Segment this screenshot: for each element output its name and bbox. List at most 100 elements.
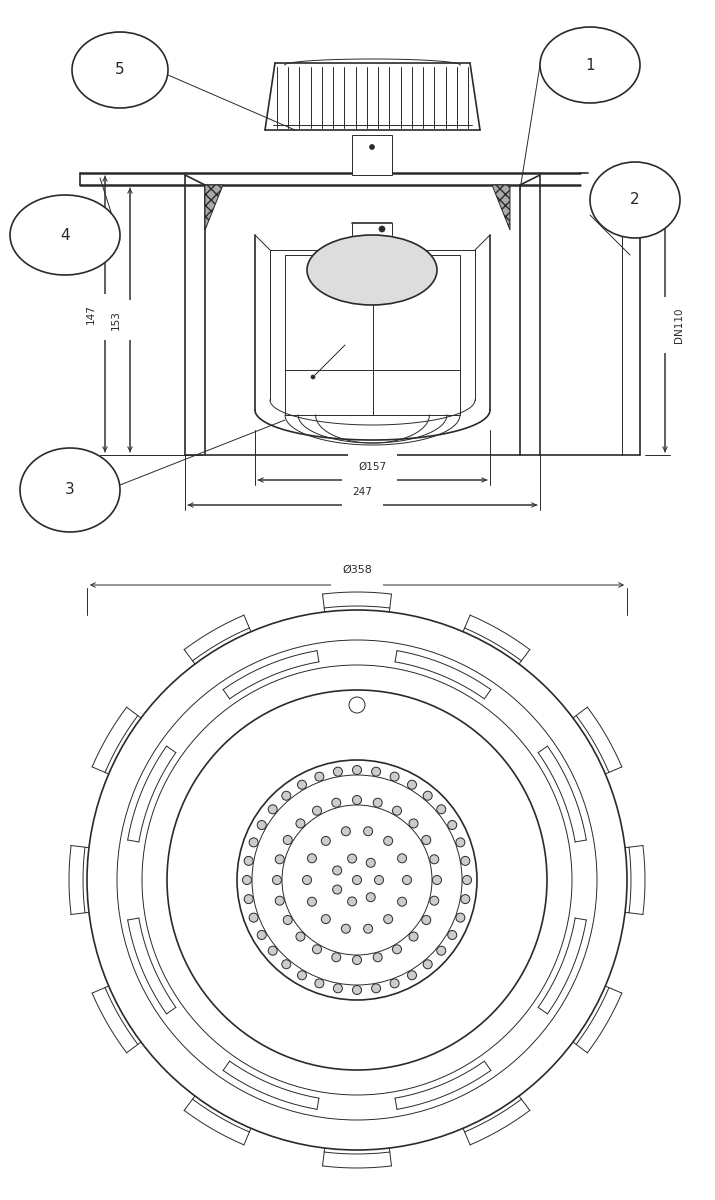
Circle shape xyxy=(311,374,315,379)
Text: 153: 153 xyxy=(111,310,121,330)
Circle shape xyxy=(347,854,357,863)
Circle shape xyxy=(268,947,277,955)
Circle shape xyxy=(437,947,445,955)
Circle shape xyxy=(390,979,399,988)
Bar xyxy=(352,134,392,175)
Circle shape xyxy=(448,930,457,940)
Circle shape xyxy=(430,854,439,864)
Text: Ø157: Ø157 xyxy=(358,462,387,472)
Circle shape xyxy=(409,932,418,941)
Text: 2: 2 xyxy=(630,192,640,208)
Circle shape xyxy=(249,838,258,847)
Circle shape xyxy=(312,806,322,815)
Circle shape xyxy=(332,866,342,875)
Circle shape xyxy=(297,971,307,979)
Circle shape xyxy=(296,932,305,941)
Text: 247: 247 xyxy=(352,487,373,497)
Circle shape xyxy=(461,895,470,904)
Ellipse shape xyxy=(540,26,640,103)
Circle shape xyxy=(296,818,305,828)
Circle shape xyxy=(315,979,324,988)
Circle shape xyxy=(461,857,470,865)
Polygon shape xyxy=(205,185,223,230)
Text: 3: 3 xyxy=(65,482,75,498)
Circle shape xyxy=(341,924,350,934)
Circle shape xyxy=(341,827,350,835)
Circle shape xyxy=(352,796,362,804)
Circle shape xyxy=(375,876,383,884)
Circle shape xyxy=(272,876,282,884)
Circle shape xyxy=(456,913,465,922)
Circle shape xyxy=(372,984,380,992)
Circle shape xyxy=(456,838,465,847)
Circle shape xyxy=(398,898,407,906)
Circle shape xyxy=(244,857,253,865)
Circle shape xyxy=(315,772,324,781)
Ellipse shape xyxy=(20,448,120,532)
Circle shape xyxy=(352,955,362,965)
Circle shape xyxy=(364,827,373,835)
Ellipse shape xyxy=(72,32,168,108)
Circle shape xyxy=(437,805,445,814)
Circle shape xyxy=(409,818,418,828)
Ellipse shape xyxy=(590,162,680,238)
Circle shape xyxy=(423,791,432,800)
Circle shape xyxy=(333,984,342,992)
Circle shape xyxy=(366,858,375,868)
Circle shape xyxy=(403,876,412,884)
Circle shape xyxy=(448,821,457,829)
Circle shape xyxy=(297,780,307,790)
Circle shape xyxy=(379,226,385,232)
Circle shape xyxy=(321,836,330,846)
Circle shape xyxy=(366,893,375,901)
Circle shape xyxy=(275,854,285,864)
Circle shape xyxy=(302,876,312,884)
Polygon shape xyxy=(492,185,510,230)
Circle shape xyxy=(433,876,441,884)
Text: DN110: DN110 xyxy=(674,307,684,343)
Circle shape xyxy=(408,780,417,790)
Text: 4: 4 xyxy=(60,228,70,242)
Ellipse shape xyxy=(307,235,437,305)
Bar xyxy=(285,254,460,415)
Ellipse shape xyxy=(10,194,120,275)
Circle shape xyxy=(370,144,375,150)
Text: 147: 147 xyxy=(86,304,96,324)
Text: 1: 1 xyxy=(585,58,595,72)
Circle shape xyxy=(423,960,432,968)
Circle shape xyxy=(384,836,393,846)
Circle shape xyxy=(408,971,417,979)
Circle shape xyxy=(283,835,292,845)
Circle shape xyxy=(373,798,383,808)
Circle shape xyxy=(332,798,341,808)
Circle shape xyxy=(307,898,317,906)
Text: Ø358: Ø358 xyxy=(342,565,372,575)
Circle shape xyxy=(332,886,342,894)
Circle shape xyxy=(384,914,393,924)
Circle shape xyxy=(347,896,357,906)
Text: 5: 5 xyxy=(115,62,125,78)
Circle shape xyxy=(352,766,362,774)
Circle shape xyxy=(393,806,402,815)
Circle shape xyxy=(321,914,330,924)
Circle shape xyxy=(242,876,252,884)
Circle shape xyxy=(393,944,402,954)
Circle shape xyxy=(352,876,362,884)
Circle shape xyxy=(390,772,399,781)
Circle shape xyxy=(352,985,362,995)
Circle shape xyxy=(307,854,317,863)
Circle shape xyxy=(332,953,341,961)
Circle shape xyxy=(282,791,291,800)
Circle shape xyxy=(430,896,439,905)
Circle shape xyxy=(422,916,430,924)
Circle shape xyxy=(268,805,277,814)
Circle shape xyxy=(333,767,342,776)
Circle shape xyxy=(463,876,471,884)
Circle shape xyxy=(249,913,258,922)
Circle shape xyxy=(312,944,322,954)
Circle shape xyxy=(364,924,373,934)
Circle shape xyxy=(282,960,291,968)
Circle shape xyxy=(422,835,430,845)
Circle shape xyxy=(283,916,292,924)
Circle shape xyxy=(275,896,285,905)
